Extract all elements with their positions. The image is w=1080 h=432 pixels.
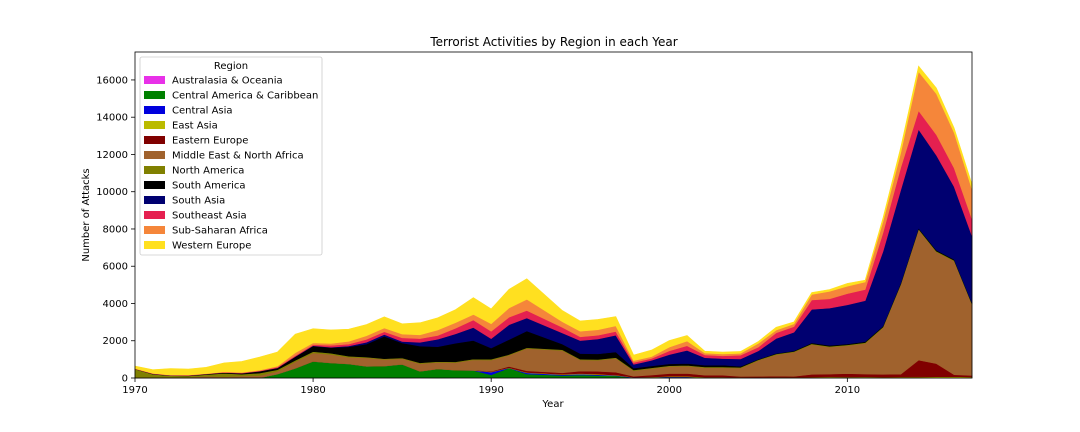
- legend-swatch-middle-east-and-north-africa: [144, 151, 165, 159]
- legend-label-central-asia: Central Asia: [172, 106, 233, 117]
- legend-swatch-eastern-europe: [144, 136, 165, 144]
- legend-label-australasia-and-oceania: Australasia & Oceania: [172, 76, 283, 87]
- y-tick-label: 10000: [96, 187, 128, 198]
- x-tick-label: 1980: [300, 385, 325, 396]
- legend-label-middle-east-and-north-africa: Middle East & North Africa: [172, 151, 304, 162]
- plot-frame: [134, 51, 973, 379]
- legend-label-southeast-asia: Southeast Asia: [172, 211, 247, 222]
- y-tick-label: 4000: [103, 299, 128, 310]
- legend-label-western-europe: Western Europe: [172, 241, 251, 252]
- legend-label-east-asia: East Asia: [172, 121, 218, 132]
- legend-title: Region: [214, 61, 248, 72]
- legend-swatch-east-asia: [144, 121, 165, 129]
- legend: Region Australasia & Oceania Central Amer…: [139, 56, 323, 256]
- y-tick-label: 6000: [103, 262, 128, 273]
- legend-label-eastern-europe: Eastern Europe: [172, 136, 248, 147]
- legend-box: [139, 56, 323, 256]
- legend-label-south-america: South America: [172, 181, 246, 192]
- y-axis-ticks: 0 2000 4000 6000 8000 10000 12000 14000 16000: [96, 75, 135, 385]
- y-tick-label: 0: [122, 374, 128, 385]
- x-tick-label: 2000: [657, 385, 682, 396]
- y-tick-label: 12000: [96, 150, 128, 161]
- y-tick-label: 2000: [103, 336, 128, 347]
- legend-swatch-central-america-and-caribbean: [144, 91, 165, 99]
- legend-swatch-central-asia: [144, 106, 165, 114]
- legend-swatch-south-asia: [144, 196, 165, 204]
- legend-items: Australasia & Oceania Central America & C…: [144, 76, 318, 252]
- legend-swatch-australasia-and-oceania: [144, 76, 165, 84]
- legend-label-sub-saharan-africa: Sub-Saharan Africa: [172, 226, 268, 237]
- x-tick-label: 1970: [122, 385, 147, 396]
- y-tick-label: 8000: [103, 224, 128, 235]
- legend-swatch-western-europe: [144, 241, 165, 249]
- legend-label-north-america: North America: [172, 166, 244, 177]
- legend-swatch-north-america: [144, 166, 165, 174]
- x-axis-label: Year: [541, 399, 564, 410]
- legend-label-south-asia: South Asia: [172, 196, 225, 207]
- x-axis-ticks: 1970 1980 1990 2000 2010: [122, 378, 860, 396]
- legend-swatch-sub-saharan-africa: [144, 226, 165, 234]
- x-tick-label: 1990: [478, 385, 503, 396]
- x-tick-label: 2010: [835, 385, 860, 396]
- legend-label-central-america-and-caribbean: Central America & Caribbean: [172, 91, 318, 102]
- chart-title: Terrorist Activities by Region in each Y…: [429, 35, 677, 49]
- legend-swatch-south-america: [144, 181, 165, 189]
- y-tick-label: 14000: [96, 113, 128, 124]
- y-axis-label: Number of Attacks: [81, 168, 92, 261]
- legend-swatch-southeast-asia: [144, 211, 165, 219]
- y-tick-label: 16000: [96, 75, 128, 86]
